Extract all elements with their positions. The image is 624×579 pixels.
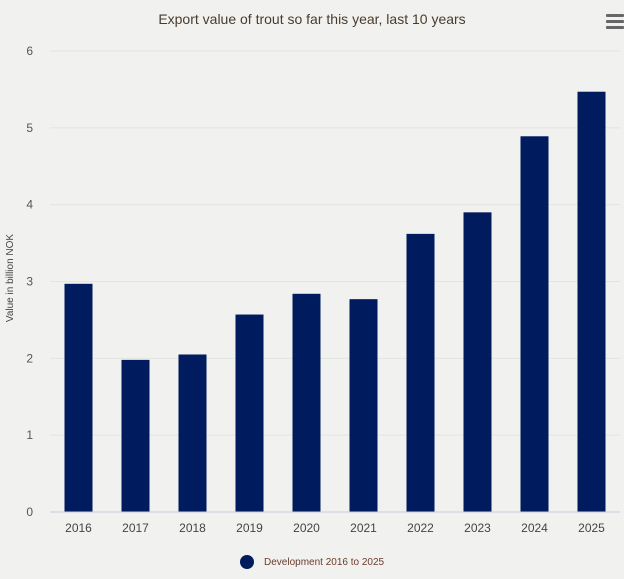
bar-2023[interactable] [463, 212, 492, 512]
x-tick-label: 2024 [521, 521, 548, 535]
bar-2025[interactable] [577, 91, 606, 512]
y-axis: 0 1 2 3 4 5 6 [26, 44, 33, 519]
bar-2019[interactable] [235, 314, 264, 512]
x-tick-label: 2019 [236, 521, 263, 535]
bar-2016[interactable] [64, 283, 93, 512]
bar-2020[interactable] [292, 293, 321, 512]
y-tick-label: 1 [26, 428, 33, 442]
menu-icon[interactable] [606, 14, 624, 32]
bars [64, 91, 606, 512]
legend-label: Development 2016 to 2025 [264, 556, 385, 568]
legend-item[interactable]: Development 2016 to 2025 [240, 555, 384, 569]
legend-marker [240, 555, 254, 569]
x-tick-label: 2016 [65, 521, 92, 535]
y-axis-label: Value in billion NOK [5, 234, 16, 323]
bar-2024[interactable] [520, 136, 549, 512]
bar-2022[interactable] [406, 233, 435, 512]
bar-2018[interactable] [178, 354, 207, 512]
x-tick-label: 2018 [179, 521, 206, 535]
y-tick-label: 4 [26, 198, 33, 212]
y-tick-label: 0 [26, 505, 33, 519]
chart-title: Export value of trout so far this year, … [158, 11, 466, 27]
x-tick-label: 2017 [122, 521, 149, 535]
y-tick-label: 3 [26, 275, 33, 289]
bar-2017[interactable] [121, 359, 150, 512]
y-tick-label: 6 [26, 44, 33, 58]
bar-2021[interactable] [349, 299, 378, 512]
x-axis: 2016 2017 2018 2019 2020 2021 2022 2023 2024 2025 [50, 511, 620, 535]
x-tick-label: 2025 [578, 521, 605, 535]
x-tick-label: 2020 [293, 521, 320, 535]
x-tick-label: 2023 [464, 521, 491, 535]
y-tick-label: 2 [26, 351, 33, 365]
x-tick-label: 2022 [407, 521, 434, 535]
y-tick-label: 5 [26, 121, 33, 135]
x-tick-label: 2021 [350, 521, 377, 535]
